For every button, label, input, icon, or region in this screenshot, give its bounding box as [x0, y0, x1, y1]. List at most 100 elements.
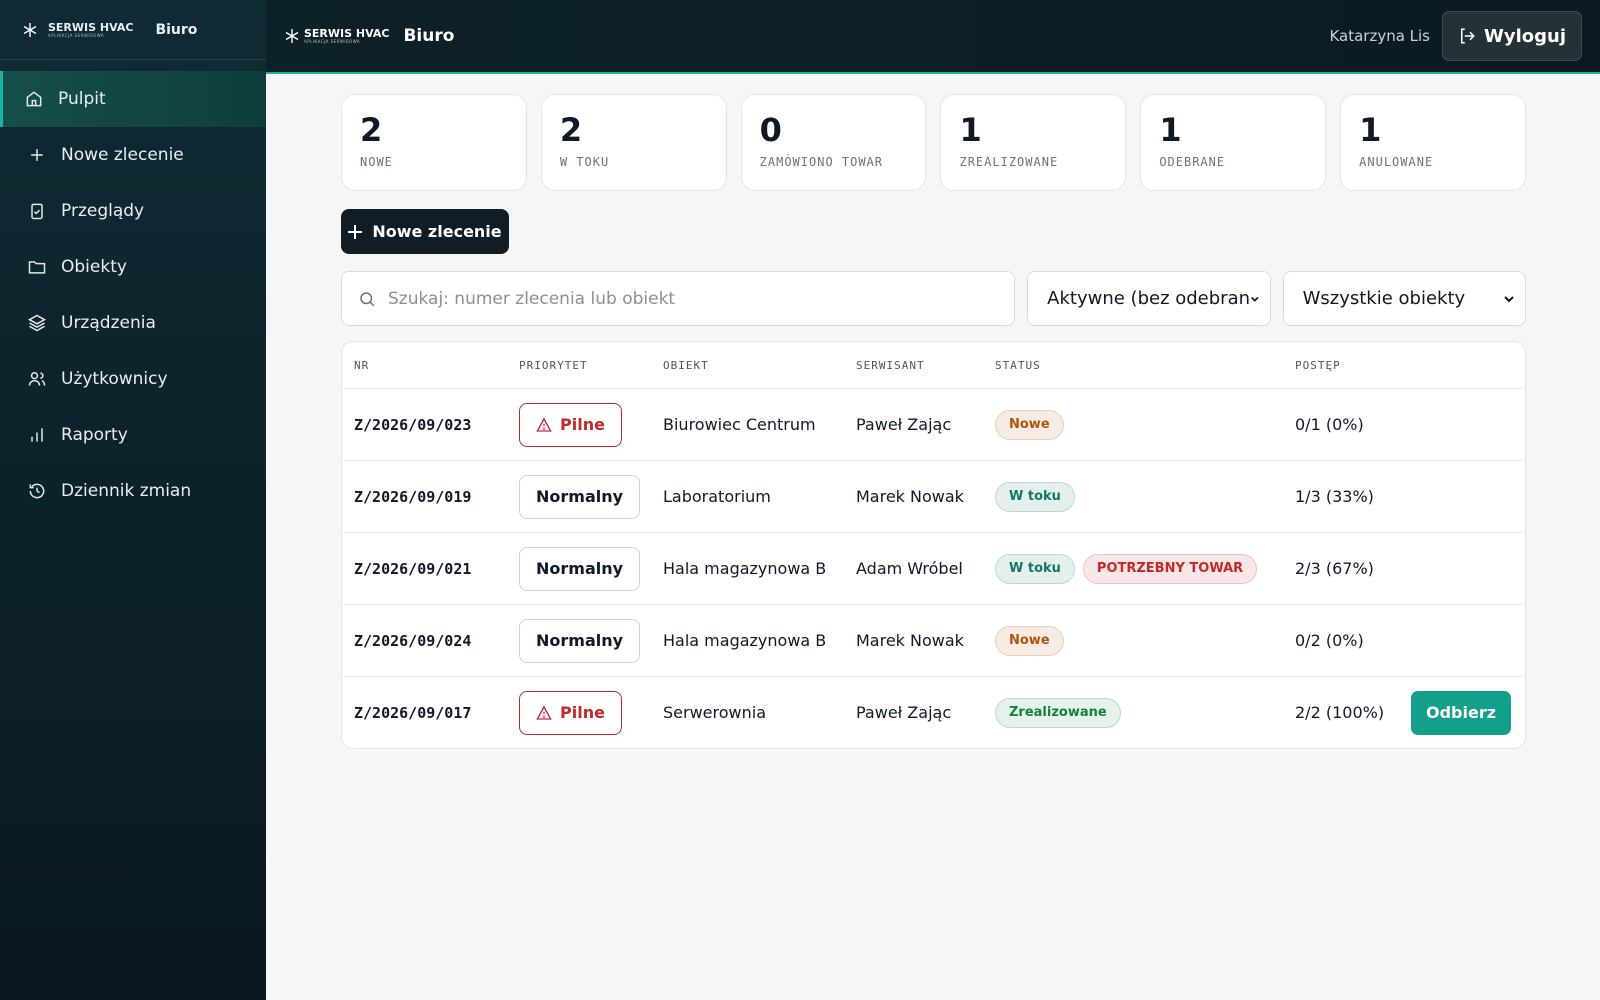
plus-icon [348, 224, 363, 239]
order-number: Z/2026/09/024 [354, 631, 472, 650]
object-filter[interactable]: Wszystkie obiekty [1282, 271, 1526, 326]
stat-value: 1 [1359, 111, 1382, 149]
progress: 0/2 (0%) [1295, 631, 1364, 650]
nav-item[interactable]: Dziennik zmian [0, 463, 266, 519]
new-order-label: Nowe zlecenie [372, 222, 502, 241]
pickup-button[interactable]: Odbierz [1411, 690, 1512, 735]
nav-label: Obiekty [61, 257, 127, 277]
table-row[interactable]: Z/2026/09/023 Pilne Biurowiec Centrum Paweł… [342, 388, 1525, 460]
nav-icon [31, 149, 43, 161]
brand-name: SERWIS HVAC [304, 27, 390, 40]
table-row[interactable]: Z/2026/09/024 Normalny Hala magazynowa B Ma… [342, 604, 1525, 676]
priority-cell: Normalny [519, 618, 663, 663]
table-row[interactable]: Z/2026/09/021 Normalny Hala magazynowa B Ad… [342, 532, 1525, 604]
priority-badge: Normalny [519, 474, 641, 519]
brand-tagline: APLIKACJA SERWISOWA [48, 32, 105, 38]
progress: 0/1 (0%) [1295, 415, 1364, 434]
progress: 2/2 (100%) [1295, 703, 1385, 722]
nav-item[interactable]: Obiekty [0, 239, 266, 295]
status-cell: W toku [995, 481, 1295, 512]
column-header: SERWISANT [856, 358, 925, 372]
brand-section: Biuro [155, 21, 198, 38]
order-number: Z/2026/09/017 [354, 703, 472, 722]
object-name: Serwerownia [663, 703, 766, 722]
filters: Szukaj: numer zlecenia lub obiekt Aktywn… [341, 271, 1526, 326]
nav-icon [27, 314, 47, 332]
filter-label: Wszystkie obiekty [1302, 288, 1466, 309]
sidebar: SERWIS HVAC APLIKACJA SERWISOWA Biuro Pul… [0, 0, 266, 1000]
status-badge: W toku [995, 553, 1075, 584]
nav-item[interactable]: Nowe zlecenie [0, 127, 266, 183]
stat-card: 1 ANULOWANE [1340, 94, 1526, 191]
technician: Paweł Zając [856, 703, 952, 722]
stat-card: 2 NOWE [341, 94, 527, 191]
nav-label: Przeglądy [61, 201, 145, 221]
stat-card: 1 ZREALIZOWANE [940, 94, 1127, 191]
nav-item[interactable]: Użytkownicy [0, 351, 266, 407]
stat-label: ZAMÓWIONO TOWAR [759, 155, 884, 169]
orders-table: NR PRIORYTET OBIEKT SERWISANT STATUS POSTĘP Z/… [341, 341, 1526, 749]
status-cell: Nowe [995, 625, 1295, 656]
stat-value: 2 [559, 111, 583, 149]
logout-label: Wyloguj [1484, 25, 1566, 47]
nav-item[interactable]: Raporty [0, 407, 266, 463]
priority-badge: Normalny [519, 546, 641, 591]
stat-label: W TOKU [559, 155, 610, 169]
column-header: OBIEKT [663, 358, 709, 372]
table-row[interactable]: Z/2026/09/017 Pilne Serwerownia Paweł Zając… [342, 676, 1525, 748]
stat-value: 2 [360, 111, 383, 149]
brand-section: Biuro [403, 26, 455, 46]
object-name: Biurowiec Centrum [663, 415, 816, 434]
priority-cell: Normalny [519, 546, 663, 591]
column-header: STATUS [995, 358, 1041, 372]
technician: Marek Nowak [856, 487, 964, 506]
nav-label: Urządzenia [61, 313, 156, 333]
progress: 2/3 (67%) [1295, 559, 1374, 578]
nav-icon [31, 428, 43, 442]
progress: 1/3 (33%) [1295, 487, 1374, 506]
stat-label: ZREALIZOWANE [959, 155, 1059, 169]
priority-label: Normalny [536, 559, 624, 578]
priority-label: Normalny [536, 487, 624, 506]
stat-value: 0 [759, 111, 782, 149]
search-input[interactable]: Szukaj: numer zlecenia lub obiekt [341, 271, 1016, 326]
topbar: SERWIS HVAC APLIKACJA SERWISOWA Biuro Kat… [266, 0, 1600, 74]
technician: Marek Nowak [856, 631, 964, 650]
nav-item[interactable]: Urządzenia [0, 295, 266, 351]
priority-badge: Pilne [519, 402, 622, 447]
nav-label: Raporty [61, 425, 128, 445]
column-header: NR [354, 358, 370, 372]
brand-icon [23, 22, 37, 37]
nav-item[interactable]: Przeglądy [0, 183, 266, 239]
logout-button[interactable]: Wyloguj [1442, 11, 1582, 61]
warning-icon [536, 705, 552, 720]
technician: Paweł Zając [856, 415, 952, 434]
logout-icon [1461, 28, 1475, 44]
nav-item[interactable]: Pulpit [0, 71, 266, 127]
stat-card: 0 ZAMÓWIONO TOWAR [740, 94, 927, 191]
column-header: PRIORYTET [519, 358, 588, 372]
nav: Pulpit Nowe zlecenie Przeglądy Obiekty Urząd… [0, 71, 266, 519]
table-header: NR PRIORYTET OBIEKT SERWISANT STATUS POSTĘP [342, 342, 1525, 388]
brand-tagline: APLIKACJA SERWISOWA [304, 39, 361, 44]
priority-label: Pilne [560, 415, 605, 434]
table-row[interactable]: Z/2026/09/019 Normalny Laboratorium Marek N… [342, 460, 1525, 532]
status-badge: W toku [995, 481, 1075, 512]
object-name: Laboratorium [663, 487, 771, 506]
nav-icon [28, 372, 46, 386]
new-order-button[interactable]: Nowe zlecenie [341, 209, 509, 254]
stat-card: 1 ODEBRANE [1140, 94, 1327, 191]
nav-icon [26, 91, 42, 107]
nav-label: Pulpit [58, 89, 106, 109]
stat-label: ODEBRANE [1159, 155, 1226, 169]
search-placeholder: Szukaj: numer zlecenia lub obiekt [388, 288, 676, 309]
status-filter[interactable]: Aktywne (bez odebran [1027, 271, 1271, 326]
content: 2 NOWE 2 W TOKU 0 ZAMÓWIONO TOWAR 1 ZREALIZOWAN… [341, 94, 1526, 749]
status-badge: Nowe [995, 625, 1064, 656]
search-icon [360, 291, 375, 306]
nav-label: Użytkownicy [61, 369, 168, 389]
chevron [1504, 295, 1514, 302]
priority-cell: Normalny [519, 474, 663, 519]
nav-icon [31, 203, 43, 220]
